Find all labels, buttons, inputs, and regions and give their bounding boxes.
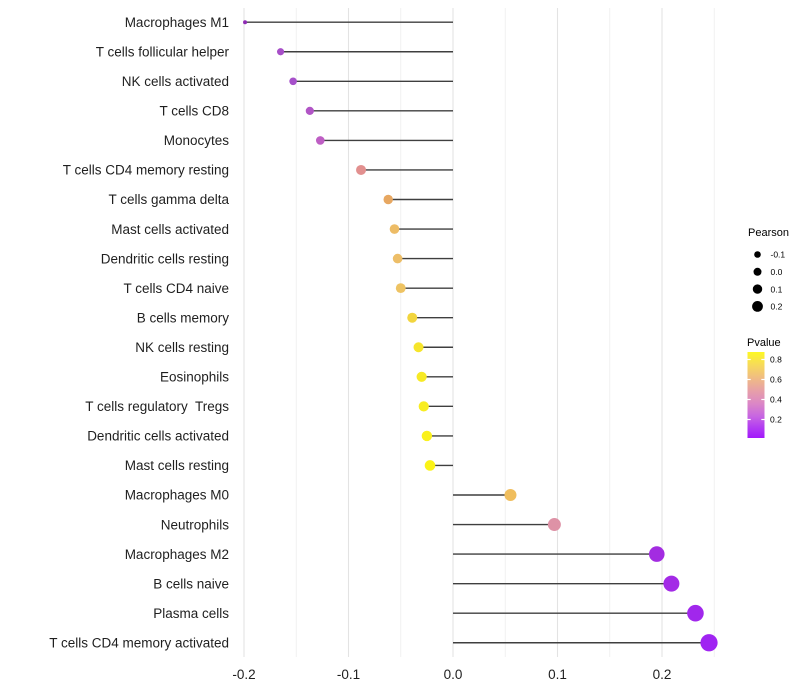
y-axis-label: Monocytes [164,133,230,148]
pvalue-legend-title: Pvalue [747,337,781,349]
size-legend-dot [754,251,761,258]
lollipop-point [395,283,406,294]
y-axis-label: Plasma cells [153,606,229,621]
pearson-size-legend: Pearson -0.1 0.0 0.1 0.2 [748,227,789,312]
y-axis-labels: Macrophages M1 T cells follicular helper N… [49,15,229,651]
y-axis-label: T cells follicular helper [96,44,230,59]
color-legend-label: 0.6 [770,375,782,385]
lollipop-point [413,342,424,353]
y-axis-label: Dendritic cells activated [87,429,229,444]
color-legend-label: 0.4 [770,395,782,405]
size-legend-dot [752,284,763,294]
lollipop-point [504,489,517,501]
lollipop-point [424,460,436,471]
size-legend-label: 0.2 [771,302,783,312]
x-axis-tick-label: -0.2 [232,667,255,682]
y-axis-label: NK cells activated [122,74,229,89]
color-legend-label: 0.8 [770,355,782,365]
lollipop-point [416,371,427,382]
lollipop-point [392,253,403,264]
lollipop-point [356,164,367,175]
lollipop-point [289,77,297,86]
y-axis-label: Mast cells resting [125,458,229,473]
lollipop-point [663,575,680,592]
y-axis-label: Dendritic cells resting [101,251,229,266]
size-legend-dot [752,301,763,312]
x-axis-tick-label: -0.1 [337,667,360,682]
size-legend-label: 0.1 [771,284,783,294]
lollipop-point [276,48,285,56]
lollipop-point [407,312,418,323]
x-axis-tick-label: 0.0 [444,667,463,682]
lollipop-stems [245,21,710,644]
pvalue-color-legend: Pvalue 0.8 0.6 0.4 0.2 [747,337,782,438]
lollipop-point [383,194,393,205]
gridlines [243,8,715,657]
y-axis-label: B cells naive [153,576,229,591]
y-axis-label: Mast cells activated [111,222,229,237]
lollipop-point [243,20,248,25]
y-axis-label: Eosinophils [160,370,229,385]
size-legend-label: -0.1 [771,250,786,260]
size-legend-dot [753,267,762,276]
color-legend-label: 0.2 [770,415,782,425]
lollipop-point [547,518,561,532]
lollipop-point [421,430,433,442]
lollipop-point [305,106,314,115]
lollipop-points [243,20,718,652]
pvalue-colorbar [747,352,765,438]
y-axis-label: T cells CD4 memory activated [49,635,229,650]
y-axis-label: T cells CD4 memory resting [63,163,229,178]
y-axis-label: T cells CD8 [159,104,229,119]
lollipop-point [418,401,429,412]
y-axis-label: Macrophages M0 [125,488,229,503]
lollipop-point [648,546,665,562]
y-axis-label: T cells gamma delta [108,192,229,207]
y-axis-label: T cells regulatory Tregs [85,399,229,414]
y-axis-label: T cells CD4 naive [123,281,229,296]
x-axis-labels: -0.2 -0.1 0.0 0.1 0.2 [232,667,671,682]
lollipop-point [700,634,718,652]
lollipop-point [687,604,704,622]
lollipop-point [315,136,325,145]
pvalue-colorbar-ticks: 0.8 0.6 0.4 0.2 [747,355,782,425]
x-axis-tick-label: 0.2 [653,667,672,682]
x-axis-tick-label: 0.1 [548,667,567,682]
y-axis-label: NK cells resting [135,340,229,355]
pearson-legend-title: Pearson [748,227,789,239]
size-legend-label: 0.0 [771,267,783,277]
y-axis-label: B cells memory [137,310,230,325]
y-axis-label: Macrophages M2 [125,547,229,562]
y-axis-label: Macrophages M1 [125,15,229,30]
lollipop-point [389,224,400,234]
y-axis-label: Neutrophils [161,517,230,532]
